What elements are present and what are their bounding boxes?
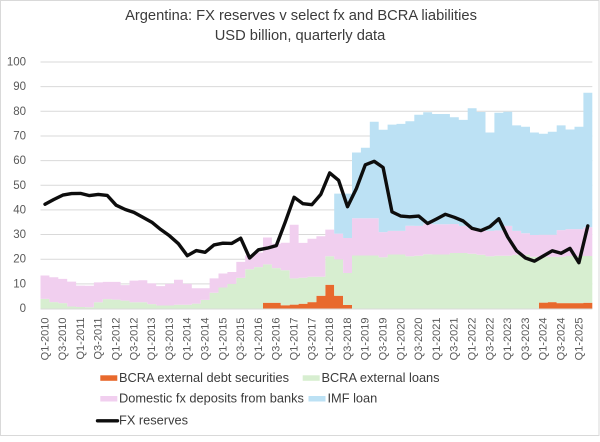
svg-text:Q3-2012: Q3-2012	[128, 318, 140, 361]
svg-text:Q3-2016: Q3-2016	[271, 318, 283, 361]
svg-text:Q3-2021: Q3-2021	[449, 318, 461, 361]
svg-text:Q1-2012: Q1-2012	[111, 318, 123, 361]
svg-text:Q3-2018: Q3-2018	[342, 318, 354, 361]
svg-text:10: 10	[13, 278, 26, 290]
svg-text:BCRA external loans: BCRA external loans	[322, 370, 440, 385]
svg-text:Q3-2020: Q3-2020	[413, 318, 425, 361]
svg-text:90: 90	[13, 81, 26, 93]
svg-text:Q1-2015: Q1-2015	[217, 318, 229, 361]
svg-text:Q1-2017: Q1-2017	[289, 318, 301, 361]
svg-text:Q3-2011: Q3-2011	[93, 318, 105, 360]
svg-text:FX reserves: FX reserves	[119, 413, 188, 428]
svg-text:40: 40	[13, 204, 26, 216]
svg-text:Q3-2010: Q3-2010	[57, 318, 69, 361]
svg-text:Q3-2017: Q3-2017	[306, 318, 318, 361]
svg-text:BCRA external debt securities: BCRA external debt securities	[119, 370, 289, 385]
svg-text:Q1-2011: Q1-2011	[75, 318, 87, 360]
svg-text:0: 0	[20, 303, 26, 315]
svg-text:Q1-2013: Q1-2013	[146, 318, 158, 361]
svg-text:60: 60	[13, 155, 26, 167]
svg-text:Q3-2013: Q3-2013	[164, 318, 176, 361]
svg-text:Q1-2020: Q1-2020	[395, 318, 407, 361]
svg-text:IMF loan: IMF loan	[328, 391, 378, 406]
svg-text:Q3-2022: Q3-2022	[484, 318, 496, 361]
svg-text:100: 100	[7, 57, 26, 69]
svg-text:Q1-2019: Q1-2019	[360, 318, 372, 361]
svg-text:Q3-2015: Q3-2015	[235, 318, 247, 361]
svg-text:Q1-2025: Q1-2025	[573, 318, 585, 361]
svg-text:Q3-2023: Q3-2023	[520, 318, 532, 361]
svg-text:Domestic fx deposits from bank: Domestic fx deposits from banks	[119, 391, 304, 406]
svg-text:70: 70	[13, 131, 26, 143]
svg-text:Q1-2022: Q1-2022	[467, 318, 479, 361]
svg-text:Q1-2016: Q1-2016	[253, 318, 265, 361]
svg-text:Q3-2014: Q3-2014	[200, 318, 212, 361]
svg-text:30: 30	[13, 229, 26, 241]
svg-text:20: 20	[13, 254, 26, 266]
svg-text:Q1-2021: Q1-2021	[431, 318, 443, 361]
svg-text:Q1-2023: Q1-2023	[502, 318, 514, 361]
svg-text:80: 80	[13, 106, 26, 118]
svg-text:Q3-2019: Q3-2019	[378, 318, 390, 361]
svg-text:Q1-2024: Q1-2024	[538, 318, 550, 361]
svg-text:Q1-2018: Q1-2018	[324, 318, 336, 361]
svg-text:Argentina: FX reserves v selec: Argentina: FX reserves v select fx and B…	[125, 8, 477, 24]
svg-text:50: 50	[13, 180, 26, 192]
svg-text:USD billion, quarterly data: USD billion, quarterly data	[215, 28, 386, 44]
svg-text:Q1-2014: Q1-2014	[182, 318, 194, 361]
svg-text:Q1-2010: Q1-2010	[39, 318, 51, 361]
svg-text:Q3-2024: Q3-2024	[556, 318, 568, 361]
